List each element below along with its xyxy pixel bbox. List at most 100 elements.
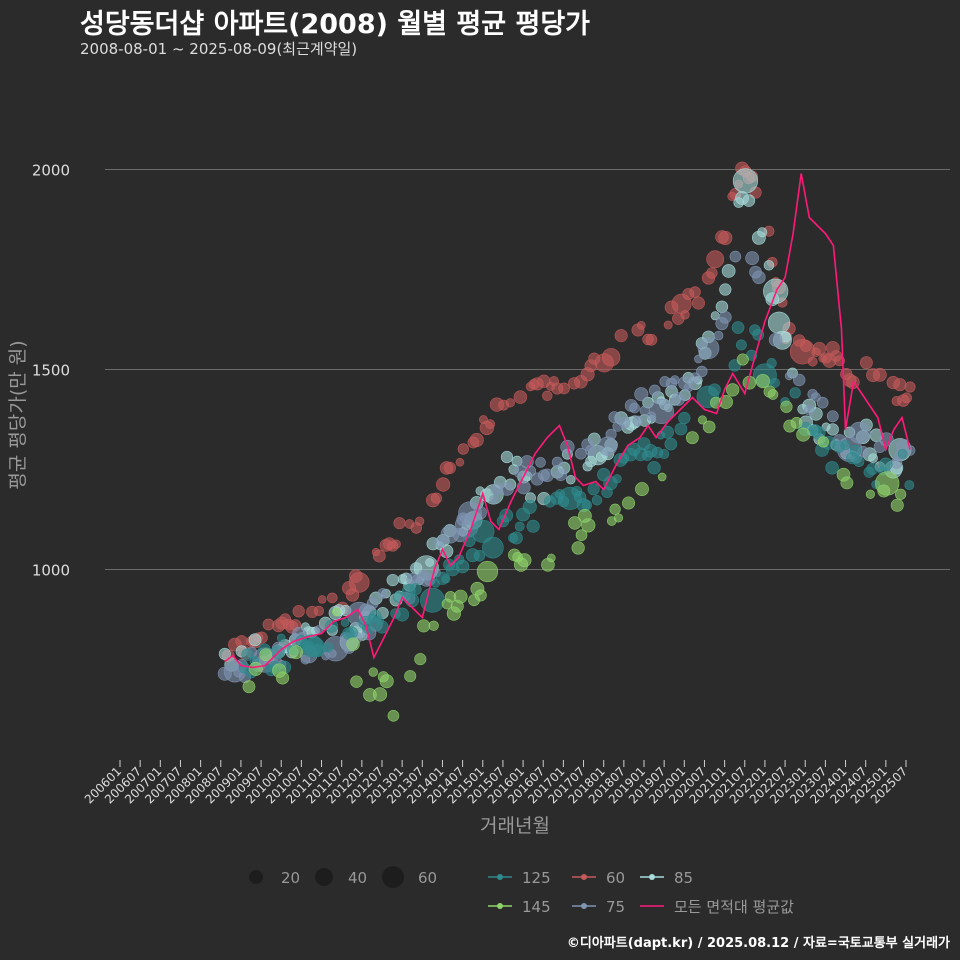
y-axis-title: 평균 평당가(만 원) — [7, 340, 29, 489]
scatter-point-60 — [313, 605, 324, 616]
legend-size-label: 20 — [281, 869, 300, 887]
scatter-point-75 — [745, 251, 760, 266]
credit-text: ©디아파트(dapt.kr) / 2025.08.12 / 자료=국토교통부 실… — [566, 936, 950, 951]
scatter-point-75 — [629, 402, 640, 414]
scatter-point-145 — [726, 383, 740, 397]
scatter-point-60 — [505, 398, 515, 408]
scatter-point-60 — [455, 457, 465, 467]
scatter-point-75 — [816, 396, 829, 409]
scatter-point-145 — [476, 560, 499, 583]
scatter-point-60 — [391, 539, 401, 549]
scatter-point-60 — [292, 605, 305, 618]
legend-size-circle — [315, 868, 333, 886]
scatter-point-125 — [708, 383, 721, 397]
average-line — [224, 173, 911, 669]
scatter-point-145 — [840, 476, 854, 490]
scatter-point-125 — [514, 521, 525, 532]
scatter-point-60 — [706, 250, 725, 269]
scatter-point-125 — [587, 483, 600, 496]
scatter-point-75 — [713, 330, 724, 341]
scatter-point-125 — [581, 499, 593, 511]
scatter-point-85 — [715, 300, 729, 314]
scatter-point-145 — [581, 518, 596, 533]
x-axis-title: 거래년월 — [480, 815, 550, 837]
scatter-point-125 — [441, 574, 451, 584]
scatter-point-60 — [645, 333, 658, 346]
scatter-point-145 — [414, 653, 427, 666]
scatter-point-85 — [742, 194, 756, 207]
legend-series-label: 모든 면적대 평균값 — [674, 898, 794, 916]
scatter-point-85 — [719, 283, 732, 296]
scatter-point-85 — [386, 573, 399, 587]
scatter-point-145 — [890, 498, 904, 512]
scatter-point-60 — [614, 329, 628, 343]
scatter-point-125 — [647, 461, 661, 475]
scatter-point-145 — [718, 394, 733, 409]
scatter-point-75 — [648, 384, 661, 397]
scatter-point-125 — [736, 339, 747, 351]
scatter-point-145 — [248, 661, 263, 676]
scatter-point-60 — [637, 321, 646, 330]
scatter-point-60 — [893, 378, 907, 392]
scatter-point-125 — [897, 448, 908, 459]
scatter-point-145 — [767, 389, 779, 400]
scatter-point-60 — [807, 356, 818, 367]
scatter-point-125 — [405, 593, 420, 608]
scatter-point-75 — [540, 468, 554, 483]
scatter-point-145 — [736, 353, 749, 366]
legend-series-label: 75 — [606, 898, 625, 916]
scatter-point-125 — [311, 643, 325, 657]
y-tick-label: 1000 — [32, 562, 70, 580]
legend-swatch-dot — [581, 874, 587, 880]
scatter-point-145 — [702, 420, 716, 434]
scatter-point-145 — [331, 607, 341, 617]
scatter-point-145 — [517, 553, 532, 568]
scatter-point-60 — [430, 492, 443, 504]
scatter-point-145 — [780, 400, 793, 413]
legend-size-circle — [249, 870, 263, 884]
scatter-point-125 — [659, 449, 670, 460]
scatter-point-75 — [535, 457, 546, 468]
legend-size-circle — [382, 866, 404, 888]
scatter-point-75 — [648, 398, 675, 424]
scatter-point-60 — [689, 286, 701, 298]
scatter-point-60 — [706, 267, 718, 279]
scatter-point-125 — [904, 480, 915, 491]
scatter-point-75 — [585, 444, 597, 456]
scatter-point-125 — [612, 474, 622, 484]
scatter-point-75 — [697, 337, 720, 360]
scatter-point-60 — [457, 443, 469, 455]
scatter-point-60 — [348, 572, 370, 593]
scatter-point-125 — [678, 411, 691, 425]
scatter-point-75 — [632, 415, 644, 427]
scatter-point-75 — [826, 410, 839, 423]
scatter-point-60 — [901, 392, 912, 404]
scatter-point-85 — [757, 227, 768, 238]
scatter-point-75 — [575, 447, 587, 460]
scatter-point-145 — [575, 529, 588, 541]
scatter-point-145 — [289, 645, 303, 660]
scatter-point-145 — [276, 671, 290, 685]
y-tick-label: 2000 — [32, 162, 70, 180]
scatter-point-85 — [868, 453, 878, 464]
legend-swatch-dot — [497, 874, 503, 880]
scatter-point-145 — [685, 431, 699, 445]
scatter-point-60 — [859, 356, 873, 370]
scatter-point-60 — [318, 595, 327, 604]
scatter-point-75 — [671, 392, 686, 406]
scatter-point-85 — [425, 558, 435, 567]
scatter-point-75 — [792, 373, 806, 387]
scatter-point-75 — [803, 404, 815, 416]
scatter-point-75 — [634, 387, 649, 402]
chart-title: 성당동더샵 아파트(2008) 월별 평균 평당가 — [80, 9, 591, 40]
scatter-point-60 — [393, 517, 406, 530]
scatter-point-145 — [635, 482, 649, 496]
scatter-point-125 — [471, 519, 495, 543]
scatter-point-60 — [680, 310, 690, 320]
scatter-point-125 — [325, 619, 339, 633]
scatter-point-145 — [865, 489, 875, 499]
scatter-point-125 — [455, 559, 470, 574]
scatter-point-75 — [366, 597, 379, 610]
scatter-points — [217, 161, 916, 722]
legend-series-label: 125 — [522, 869, 551, 887]
